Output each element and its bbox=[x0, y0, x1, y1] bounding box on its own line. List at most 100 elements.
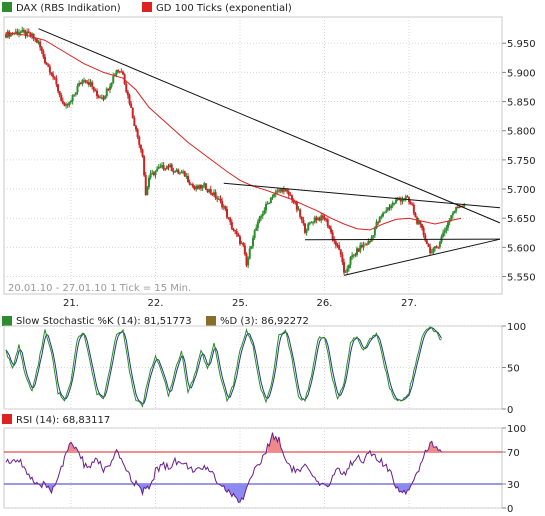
candle-body bbox=[438, 242, 441, 248]
legend-stoch-k: Slow Stochastic %K (14): 81,51773 bbox=[16, 316, 192, 327]
candle-body bbox=[386, 207, 389, 211]
rsi-overbought-fill bbox=[267, 432, 283, 452]
rsi-oversold-fill bbox=[137, 484, 151, 495]
candle-body bbox=[187, 176, 189, 182]
candle-body bbox=[372, 235, 375, 238]
candle-body bbox=[304, 223, 306, 233]
candle-body bbox=[273, 194, 276, 197]
price-y-tick-label: 5.800 bbox=[507, 127, 536, 138]
candle-body bbox=[183, 171, 186, 177]
candle-body bbox=[200, 184, 202, 189]
candle-body bbox=[391, 202, 394, 206]
candle-body bbox=[45, 62, 48, 65]
candle-body bbox=[317, 217, 319, 221]
candle-body bbox=[118, 71, 121, 73]
candle-body bbox=[455, 206, 458, 212]
candle-body bbox=[318, 217, 321, 221]
candle-body bbox=[201, 185, 204, 189]
trend-line bbox=[38, 28, 501, 224]
candle-body bbox=[48, 66, 51, 73]
candle-body bbox=[393, 202, 396, 204]
rsi-y-tick-label: 100 bbox=[507, 424, 526, 435]
stochastic-y-axis: 100 50 0 bbox=[502, 322, 526, 416]
candle-body bbox=[331, 232, 334, 240]
candle-body bbox=[217, 198, 220, 200]
candle-body bbox=[40, 47, 43, 52]
candle-body bbox=[274, 191, 277, 195]
candle-body bbox=[333, 239, 336, 242]
candle-body bbox=[94, 90, 97, 92]
candle-body bbox=[299, 209, 302, 217]
candle-body bbox=[198, 184, 201, 189]
candle-body bbox=[188, 181, 191, 185]
price-y-axis: 5.950 5.900 5.850 5.800 5.750 5.700 5.650 5.600… bbox=[502, 39, 536, 284]
candle-body bbox=[320, 215, 323, 221]
candle-body bbox=[305, 230, 308, 233]
candle-body bbox=[237, 234, 240, 237]
candle-body bbox=[453, 211, 456, 214]
candle-body bbox=[213, 192, 215, 196]
candle-body bbox=[313, 217, 316, 223]
price-x-tick-label: 21. bbox=[63, 298, 79, 309]
legend-swatch-stoch-d bbox=[206, 316, 216, 326]
candle-body bbox=[84, 80, 87, 82]
candle-body bbox=[169, 164, 172, 168]
candle-body bbox=[442, 232, 445, 237]
candle-body bbox=[380, 216, 383, 218]
stochastic-panel: Slow Stochastic %K (14): 81,51773 %D (3)… bbox=[2, 316, 526, 416]
candle-body bbox=[247, 258, 250, 266]
price-y-tick-label: 5.750 bbox=[507, 156, 536, 167]
trend-line bbox=[223, 182, 501, 209]
candle-body bbox=[248, 248, 251, 259]
candle-body bbox=[325, 219, 328, 221]
candle-body bbox=[34, 38, 37, 40]
candle-body bbox=[5, 34, 7, 38]
price-x-tick-label: 26. bbox=[317, 298, 333, 309]
candle-body bbox=[425, 240, 428, 244]
candle-body bbox=[172, 171, 175, 173]
price-y-tick-label: 5.600 bbox=[507, 243, 536, 254]
candle-body bbox=[385, 210, 388, 213]
candle-body bbox=[156, 168, 159, 172]
candle-body bbox=[63, 103, 66, 106]
candle-body bbox=[141, 149, 144, 157]
candle-body bbox=[16, 31, 19, 34]
candle-body bbox=[74, 92, 77, 95]
candle-body bbox=[112, 76, 115, 83]
candle-body bbox=[399, 199, 402, 202]
rsi-overbought-fill bbox=[67, 442, 78, 452]
candle-body bbox=[411, 203, 414, 205]
candle-body bbox=[321, 215, 324, 218]
candle-body bbox=[37, 41, 40, 43]
candle-body bbox=[206, 189, 209, 192]
candle-body bbox=[27, 31, 30, 34]
stoch-y-tick-label: 100 bbox=[507, 322, 526, 333]
candle-body bbox=[312, 222, 315, 224]
candle-body bbox=[356, 248, 358, 255]
candle-body bbox=[120, 71, 123, 73]
candle-body bbox=[458, 206, 461, 208]
candle-body bbox=[100, 97, 103, 99]
candle-body bbox=[365, 244, 368, 246]
candle-body bbox=[323, 217, 326, 220]
legend-gd100: GD 100 Ticks (exponential) bbox=[156, 3, 292, 14]
candle-body bbox=[222, 206, 225, 208]
candle-body bbox=[170, 164, 173, 172]
trend-line bbox=[343, 238, 501, 276]
range-label: 20.01.10 - 27.01.10 1 Tick = 15 Min. bbox=[8, 283, 191, 294]
candle-body bbox=[258, 217, 261, 222]
candle-body bbox=[8, 31, 11, 37]
candle-body bbox=[165, 166, 168, 170]
candle-body bbox=[383, 212, 386, 214]
candle-body bbox=[58, 91, 61, 96]
candle-body bbox=[162, 165, 165, 170]
candle-body bbox=[55, 78, 58, 85]
candle-body bbox=[122, 71, 124, 75]
candle-body bbox=[278, 190, 280, 192]
candle-body bbox=[50, 72, 53, 75]
candle-body bbox=[14, 31, 17, 33]
candle-body bbox=[451, 213, 454, 216]
candle-body bbox=[308, 222, 311, 224]
candle-body bbox=[71, 95, 74, 101]
